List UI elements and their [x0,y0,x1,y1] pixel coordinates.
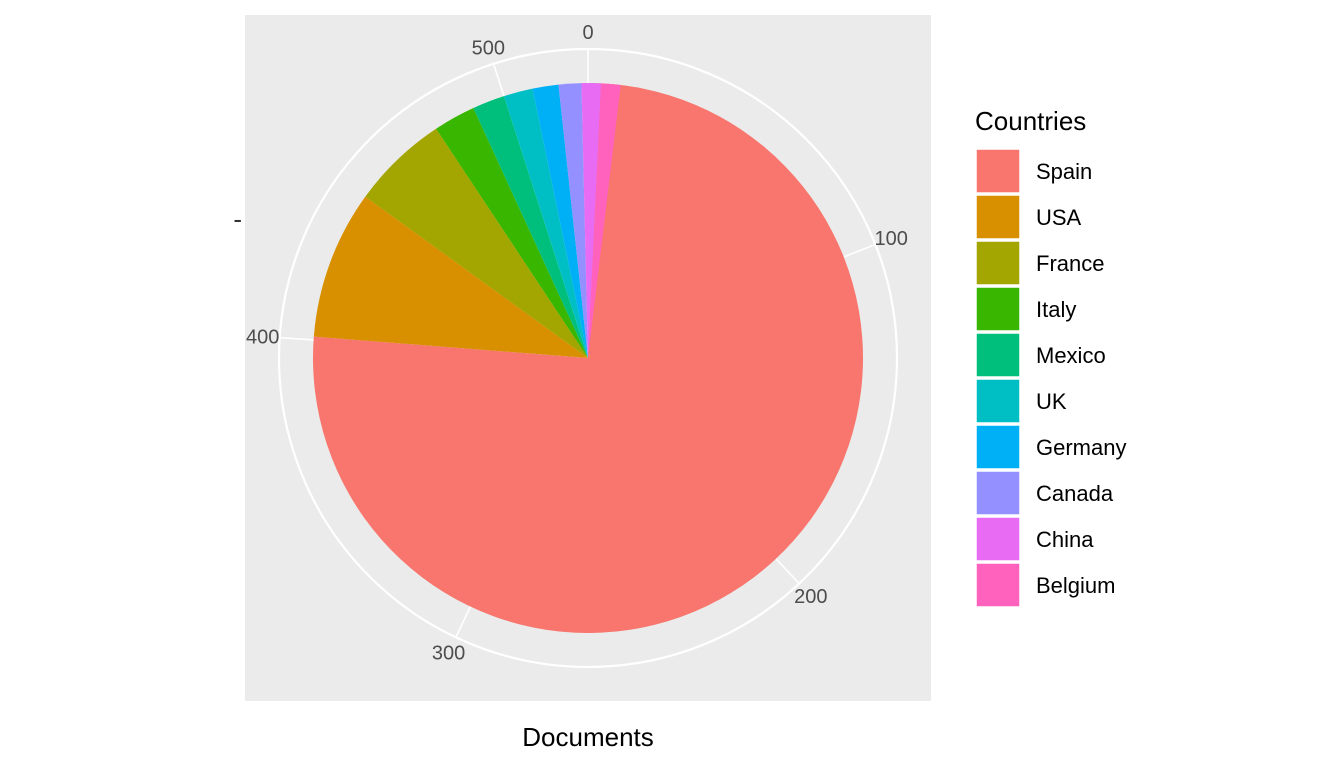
legend-title: Countries [975,106,1086,136]
legend: Countries Spain USA France Italy Mexico UK Ger… [975,106,1126,608]
tick-label-100: 100 [875,228,908,250]
radial-tick-labels: 0 100 200 300 400 500 [246,22,908,665]
legend-key-usa [975,194,1021,240]
legend-label-belgium: Belgium [1036,573,1115,598]
slice-china [581,83,602,359]
legend-key-belgium [975,562,1021,608]
slice-france [365,128,588,358]
tick-label-500: 500 [472,38,505,60]
legend-label-usa: USA [1036,205,1082,230]
slice-mexico [473,96,588,358]
legend-key-france [975,240,1021,286]
legend-key-mexico [975,332,1021,378]
slice-belgium [588,83,621,359]
legend-label-mexico: Mexico [1036,343,1106,368]
legend-label-canada: Canada [1036,481,1114,506]
slice-usa [313,196,588,358]
legend-key-germany [975,424,1021,470]
legend-label-uk: UK [1036,389,1067,414]
tick-label-400: 400 [246,327,279,349]
tick-label-200: 200 [794,586,827,608]
legend-label-china: China [1036,527,1094,552]
legend-label-spain: Spain [1036,159,1092,184]
legend-key-italy [975,286,1021,332]
slice-germany [532,84,588,359]
pie-slices [313,83,863,633]
legend-label-france: France [1036,251,1104,276]
x-axis-title: Documents [522,722,654,752]
legend-key-china [975,516,1021,562]
legend-key-canada [975,470,1021,516]
legend-label-germany: Germany [1036,435,1126,460]
slice-italy [436,108,588,358]
y-tick-label: - [233,204,242,234]
slice-uk [503,88,588,358]
legend-label-italy: Italy [1036,297,1076,322]
tick-label-0: 0 [582,22,593,44]
legend-key-uk [975,378,1021,424]
slice-canada [558,83,588,358]
tick-label-300: 300 [432,643,465,665]
legend-key-spain [975,148,1021,194]
